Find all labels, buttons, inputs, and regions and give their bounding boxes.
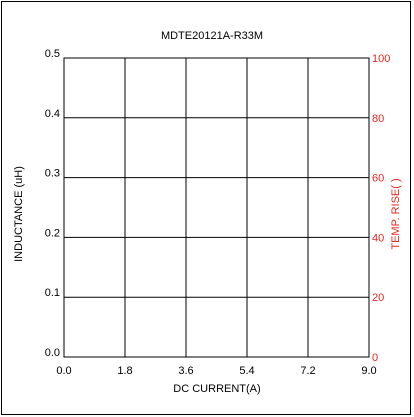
y-tick-label: 0.0 — [45, 347, 60, 359]
plot-border — [63, 57, 370, 358]
y-tick-label: 0.1 — [45, 287, 60, 299]
y2-tick-label: 20 — [372, 292, 384, 304]
y2-tick-label: 60 — [372, 173, 384, 185]
x-tick-label: 7.2 — [300, 365, 315, 377]
x-tick-label: 5.4 — [239, 365, 254, 377]
y2-tick-label: 40 — [372, 232, 384, 244]
x-tick-label: 0.0 — [56, 365, 71, 377]
y-tick-labels: 0.0 0.1 0.2 0.3 0.4 0.5 — [45, 48, 60, 359]
x-tick-label: 9.0 — [361, 365, 376, 377]
y-tick-label: 0.4 — [45, 108, 60, 120]
chart-title: MDTE20121A-R33M — [161, 30, 263, 42]
y2-tick-labels: 0 20 40 60 80 100 — [372, 53, 390, 364]
x-tick-label: 3.6 — [178, 365, 193, 377]
y2-tick-label: 100 — [372, 53, 390, 65]
x-tick-label: 1.8 — [117, 365, 132, 377]
y-axis-label: INDUCTANCE (uH) — [13, 166, 25, 262]
x-tick-labels: 0.0 1.8 3.6 5.4 7.2 9.0 — [56, 365, 376, 377]
y-tick-label: 0.3 — [45, 168, 60, 180]
y-tick-label: 0.5 — [45, 48, 60, 60]
x-axis-label: DC CURRENT(A) — [173, 383, 260, 395]
y2-tick-label: 80 — [372, 113, 384, 125]
plot-grid — [63, 57, 370, 358]
y2-tick-label: 0 — [372, 352, 378, 364]
y2-axis-label: TEMP. RISE( ) — [390, 178, 402, 249]
y-tick-label: 0.2 — [45, 227, 60, 239]
